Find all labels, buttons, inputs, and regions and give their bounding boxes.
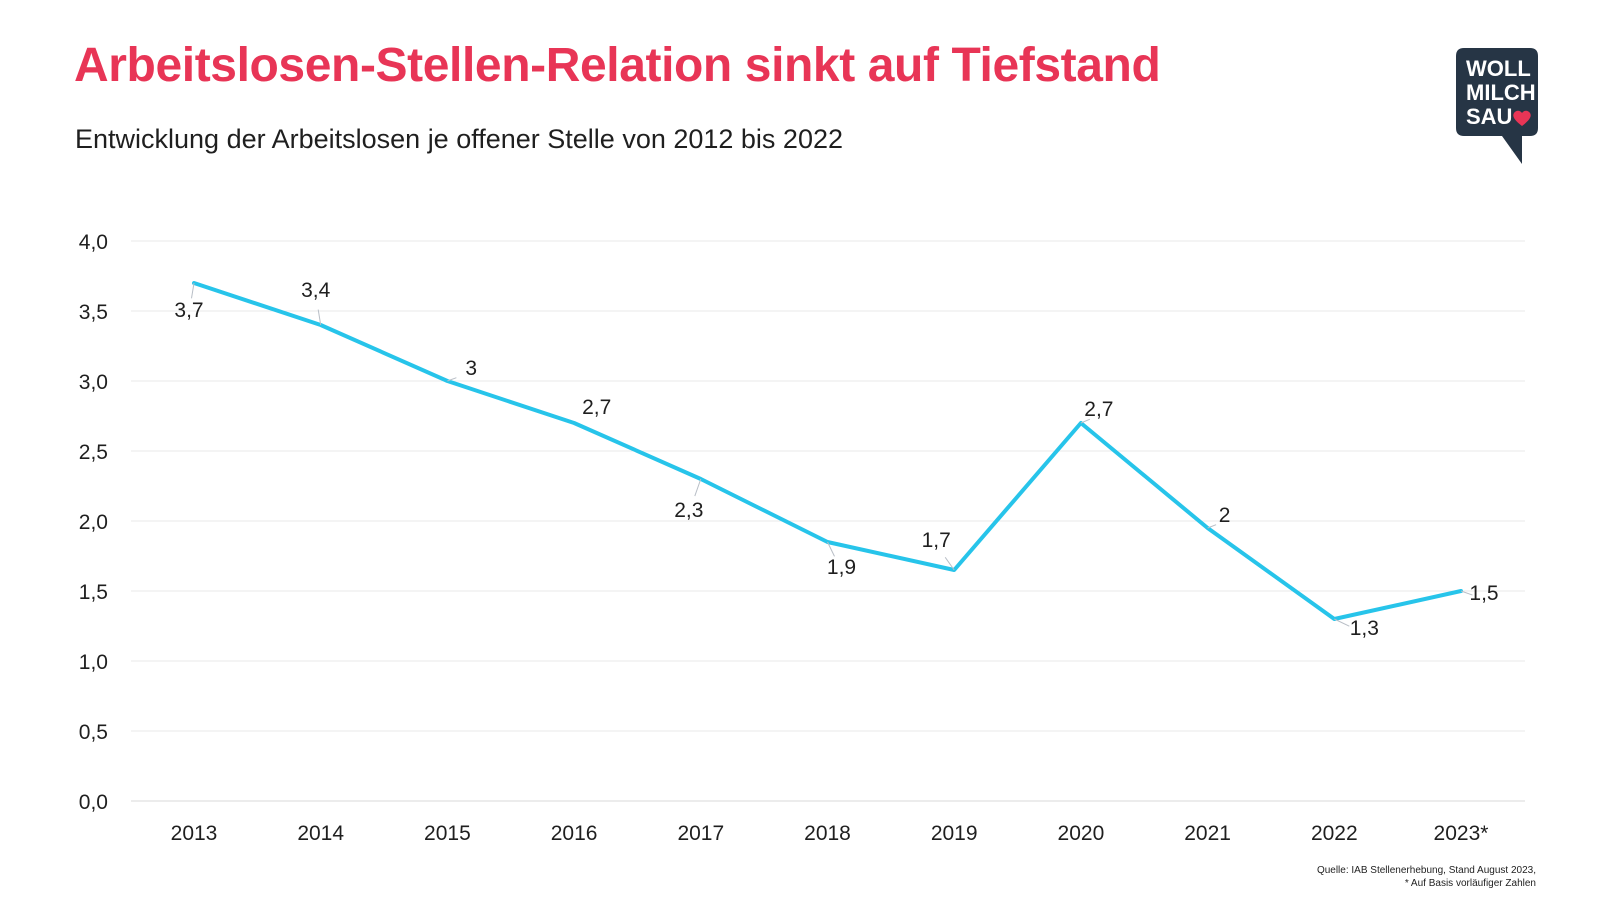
y-tick-label: 2,0 xyxy=(79,511,108,534)
data-label-leader xyxy=(694,478,702,497)
x-tick-label: 2017 xyxy=(677,822,724,845)
data-label: 1,9 xyxy=(827,556,856,579)
source-line-2: * Auf Basis vorläufiger Zahlen xyxy=(1404,878,1536,889)
x-tick-label: 2022 xyxy=(1311,822,1358,845)
logo-graphic: WOLL MILCH SAU xyxy=(1456,48,1538,164)
logo-speech-bubble xyxy=(1456,48,1538,164)
y-tick-label: 1,5 xyxy=(79,581,108,604)
data-label-leader xyxy=(447,377,457,382)
brand-logo: WOLL MILCH SAU xyxy=(1456,48,1538,166)
y-tick-label: 0,5 xyxy=(79,721,108,744)
data-label: 1,5 xyxy=(1469,582,1498,605)
page-subtitle: Entwicklung der Arbeitslosen je offener … xyxy=(75,124,843,154)
x-tick-label: 2013 xyxy=(171,822,218,845)
x-tick-label: 2018 xyxy=(804,822,851,845)
data-label: 3 xyxy=(465,357,477,380)
y-tick-label: 2,5 xyxy=(79,441,108,464)
x-tick-label: 2016 xyxy=(551,822,598,845)
data-label-leader xyxy=(1334,618,1350,627)
data-label: 2,7 xyxy=(1084,398,1113,421)
data-label: 2,7 xyxy=(582,396,611,419)
x-tick-label: 2014 xyxy=(297,822,344,845)
data-label-leader xyxy=(827,541,835,557)
source-line-1: Quelle: IAB Stellenerhebung, Stand Augus… xyxy=(1316,865,1536,876)
data-label: 1,3 xyxy=(1350,617,1379,640)
grid-lines xyxy=(131,240,1525,802)
y-tick-label: 0,0 xyxy=(79,791,108,814)
data-label-leader xyxy=(191,282,195,299)
data-label: 1,7 xyxy=(922,529,951,552)
data-label: 2 xyxy=(1219,504,1231,527)
logo-text-line3: SAU xyxy=(1466,104,1512,129)
y-tick-label: 4,0 xyxy=(79,231,108,254)
y-axis-tick-labels: 4,0 3,5 3,0 2,5 2,0 1,5 1,0 0,5 0,0 xyxy=(79,231,108,814)
data-label: 2,3 xyxy=(674,499,703,522)
x-tick-label: 2023* xyxy=(1434,822,1489,845)
x-tick-label: 2020 xyxy=(1058,822,1105,845)
page-title: Arbeitslosen-Stellen-Relation sinkt auf … xyxy=(74,39,1161,92)
data-label-leader xyxy=(1207,524,1217,529)
y-tick-label: 3,5 xyxy=(79,301,108,324)
data-label-leader xyxy=(317,309,322,326)
logo-text-line2: MILCH xyxy=(1466,80,1536,105)
data-label: 3,7 xyxy=(174,299,203,322)
source-note: Quelle: IAB Stellenerhebung, Stand Augus… xyxy=(1317,864,1536,890)
x-tick-label: 2021 xyxy=(1184,822,1231,845)
x-tick-label: 2019 xyxy=(931,822,978,845)
x-tick-label: 2015 xyxy=(424,822,471,845)
y-tick-label: 3,0 xyxy=(79,371,108,394)
logo-text-line1: WOLL xyxy=(1466,56,1531,81)
y-tick-label: 1,0 xyxy=(79,651,108,674)
data-labels: 3,7 3,4 3 2,7 2,3 1,9 1,7 2,7 2 1,3 1,5 xyxy=(174,279,1498,640)
x-axis-tick-labels: 2013 2014 2015 2016 2017 2018 2019 2020 2021 2022… xyxy=(171,822,1489,845)
data-label-leader xyxy=(1080,418,1091,424)
heart-icon xyxy=(1513,110,1531,126)
data-label-leader xyxy=(944,557,955,571)
data-label: 3,4 xyxy=(301,279,331,302)
data-label-leader xyxy=(1460,590,1473,596)
